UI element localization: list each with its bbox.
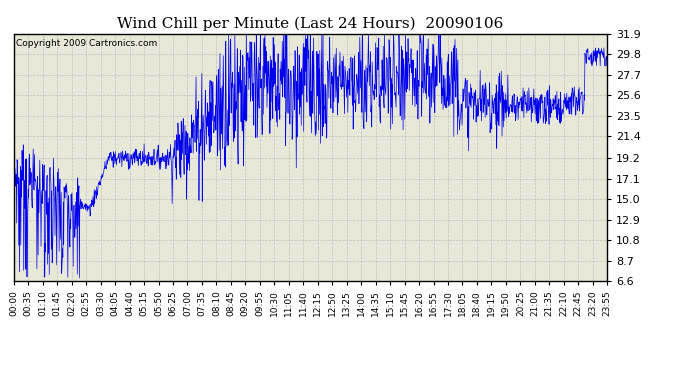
- Text: Copyright 2009 Cartronics.com: Copyright 2009 Cartronics.com: [16, 39, 157, 48]
- Title: Wind Chill per Minute (Last 24 Hours)  20090106: Wind Chill per Minute (Last 24 Hours) 20…: [117, 17, 504, 31]
